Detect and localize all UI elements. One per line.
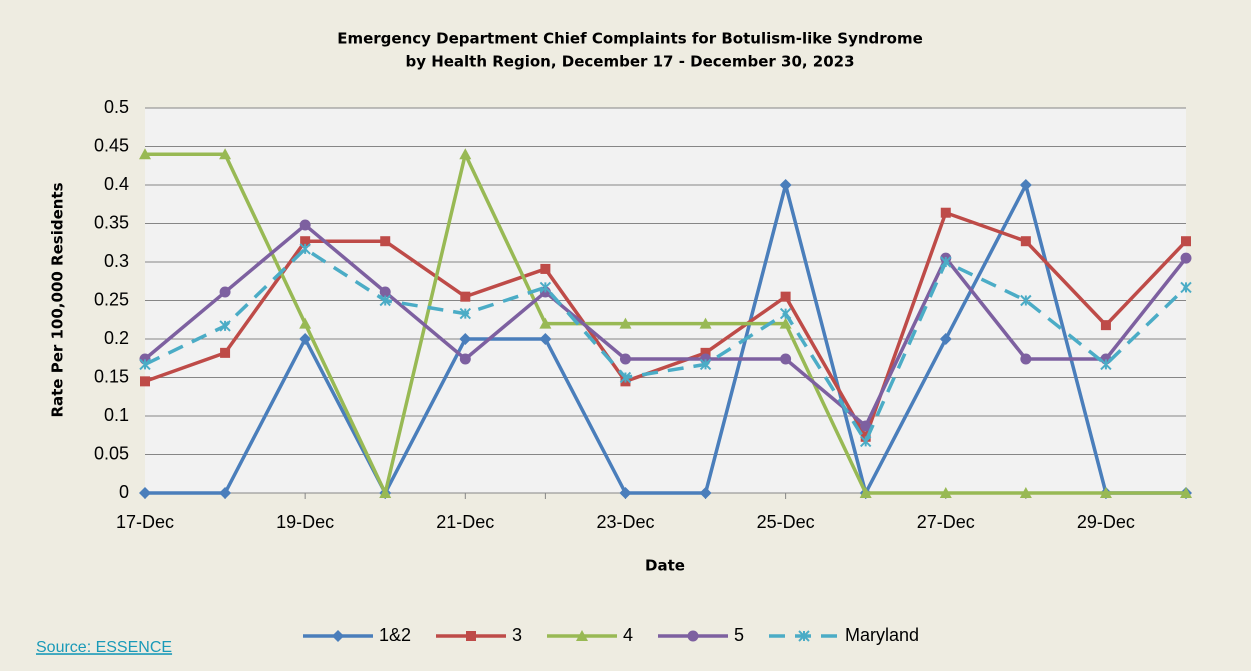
marker <box>539 317 552 329</box>
y-tick-label: 0.5 <box>104 97 129 117</box>
y-tick-label: 0.35 <box>94 212 129 232</box>
marker <box>859 435 872 448</box>
marker <box>1020 353 1032 365</box>
y-tick-label: 0.3 <box>104 251 129 271</box>
x-tick-label: 17-Dec <box>116 512 174 532</box>
marker <box>299 243 311 255</box>
marker <box>1020 236 1031 247</box>
y-tick-label: 0.25 <box>94 289 129 309</box>
marker <box>780 291 791 302</box>
chart-title: by Health Region, December 17 - December… <box>405 53 854 71</box>
marker <box>699 358 712 371</box>
marker <box>459 333 472 345</box>
marker <box>1180 281 1192 294</box>
marker <box>1181 236 1191 247</box>
marker <box>939 487 952 498</box>
marker <box>939 333 952 345</box>
marker <box>1180 487 1192 498</box>
marker <box>379 487 392 498</box>
y-axis-title: Rate Per 100,000 Residents <box>49 182 67 417</box>
series-line <box>145 183 1186 495</box>
source-link[interactable]: Source: ESSENCE <box>36 639 172 656</box>
marker <box>219 148 232 160</box>
marker <box>619 371 632 384</box>
marker <box>700 347 711 358</box>
marker <box>860 420 872 432</box>
marker <box>779 307 792 320</box>
y-tick-label: 0.2 <box>104 328 129 348</box>
marker <box>379 294 391 307</box>
marker <box>619 353 631 365</box>
legend-label: 3 <box>512 625 522 645</box>
marker <box>459 353 471 365</box>
y-tick-label: 0.05 <box>94 443 129 463</box>
marker <box>220 347 231 358</box>
marker <box>459 307 472 320</box>
x-tick-label: 27-Dec <box>917 512 975 532</box>
marker <box>219 487 232 499</box>
series-line <box>144 210 1188 439</box>
marker <box>1019 487 1032 498</box>
marker <box>219 286 231 298</box>
x-tick-label: 25-Dec <box>757 512 815 532</box>
marker <box>779 317 792 329</box>
x-tick-label: 29-Dec <box>1077 512 1135 532</box>
marker <box>798 630 810 642</box>
x-axis-title: Date <box>645 557 685 575</box>
marker <box>139 358 151 371</box>
marker <box>1020 294 1032 307</box>
marker <box>687 630 699 642</box>
legend-label: Maryland <box>845 625 919 645</box>
marker <box>539 281 552 294</box>
marker <box>779 179 792 191</box>
marker <box>1099 487 1112 498</box>
marker <box>539 333 552 345</box>
marker <box>299 219 311 231</box>
legend-label: 4 <box>623 625 633 645</box>
series-line <box>144 247 1188 444</box>
chart-title: Emergency Department Chief Complaints fo… <box>337 30 923 48</box>
marker <box>619 317 632 329</box>
marker <box>379 286 391 298</box>
marker <box>1180 252 1192 264</box>
legend-label: 1&2 <box>379 625 411 645</box>
marker <box>139 148 151 160</box>
marker <box>459 148 472 160</box>
marker <box>1100 358 1112 371</box>
marker <box>140 376 150 387</box>
marker <box>219 320 231 332</box>
marker <box>460 291 471 302</box>
marker <box>299 333 312 345</box>
marker <box>466 631 476 641</box>
marker <box>699 487 712 499</box>
marker <box>940 256 952 268</box>
marker <box>139 487 151 499</box>
marker <box>859 487 872 498</box>
marker <box>1100 320 1111 331</box>
y-tick-label: 0 <box>119 482 129 502</box>
marker <box>619 487 632 499</box>
marker <box>332 630 344 642</box>
marker <box>540 263 551 274</box>
y-tick-label: 0.4 <box>104 174 129 194</box>
x-tick-label: 23-Dec <box>596 512 654 532</box>
marker <box>1019 179 1032 191</box>
x-tick-label: 19-Dec <box>276 512 334 532</box>
y-tick-label: 0.45 <box>94 135 129 155</box>
y-tick-label: 0.1 <box>104 405 129 425</box>
marker <box>780 353 792 365</box>
marker <box>380 236 391 247</box>
marker <box>299 317 312 329</box>
marker <box>576 630 588 641</box>
marker <box>699 317 712 329</box>
marker <box>940 207 951 218</box>
legend-label: 5 <box>734 625 744 645</box>
series-line <box>145 152 1186 495</box>
marker <box>300 236 311 247</box>
x-tick-label: 21-Dec <box>436 512 494 532</box>
series-line <box>143 223 1188 428</box>
y-tick-label: 0.15 <box>94 366 129 386</box>
